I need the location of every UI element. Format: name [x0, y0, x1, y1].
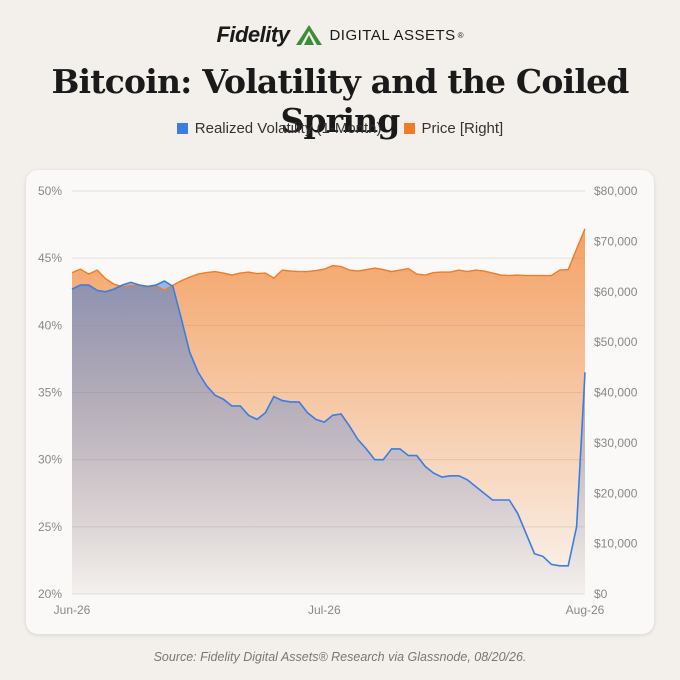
- y-right-tick-label: $0: [594, 587, 608, 601]
- chart-plot: 20% 25% 30% 35% 40% 45% 50% $0 $10,000 $20,000 $30…: [38, 184, 638, 617]
- source-note: Source: Fidelity Digital Assets® Researc…: [153, 650, 527, 664]
- legend-label-volatility: Realized Volatility (1-Month): [194, 120, 382, 137]
- x-tick-label: Jun-26: [54, 603, 91, 617]
- legend-item-volatility: Realized Volatility (1-Month): [176, 120, 382, 137]
- y-left-tick-label: 25%: [38, 520, 62, 534]
- y-right-tick-label: $70,000: [594, 234, 638, 248]
- legend-item-price: Price [Right]: [403, 120, 504, 137]
- chart-title: Bitcoin: Volatility and the Coiled Sprin…: [51, 62, 629, 140]
- x-tick-label: Jul-26: [308, 603, 341, 617]
- y-right-tick-label: $80,000: [594, 184, 638, 198]
- legend-label-price: Price [Right]: [421, 120, 504, 137]
- chart-card: 20% 25% 30% 35% 40% 45% 50% $0 $10,000 $20,000 $30…: [26, 170, 654, 634]
- brand-header: Fidelity DIGITAL ASSETS ®: [0, 22, 680, 48]
- y-left-tick-label: 45%: [38, 251, 62, 265]
- y-left-tick-label: 35%: [38, 386, 62, 400]
- legend-swatch-volatility: [176, 123, 188, 134]
- y-right-tick-label: $30,000: [594, 436, 638, 450]
- legend-swatch-price: [403, 123, 415, 134]
- x-tick-label: Aug-26: [566, 603, 605, 617]
- legend: Realized Volatility (1-Month) Price [Rig…: [0, 120, 680, 137]
- volatility-line: [71, 280, 586, 567]
- registered-mark: ®: [457, 30, 464, 40]
- fidelity-pyramid-icon: [296, 25, 323, 45]
- y-left-tick-label: 20%: [38, 587, 62, 601]
- y-right-tick-label: $20,000: [594, 486, 638, 500]
- y-right-tick-label: $50,000: [594, 335, 638, 349]
- price-line: [71, 228, 586, 292]
- y-right-tick-label: $10,000: [594, 537, 638, 551]
- y-right-tick-label: $40,000: [594, 386, 638, 400]
- y-left-tick-label: 40%: [38, 318, 62, 332]
- y-right-tick-label: $60,000: [594, 285, 638, 299]
- volatility-area: [72, 281, 585, 594]
- brand-name: Fidelity: [216, 22, 290, 47]
- brand-subtitle: DIGITAL ASSETS: [329, 26, 456, 44]
- y-left-tick-label: 30%: [38, 453, 62, 467]
- y-left-tick-label: 50%: [38, 184, 62, 198]
